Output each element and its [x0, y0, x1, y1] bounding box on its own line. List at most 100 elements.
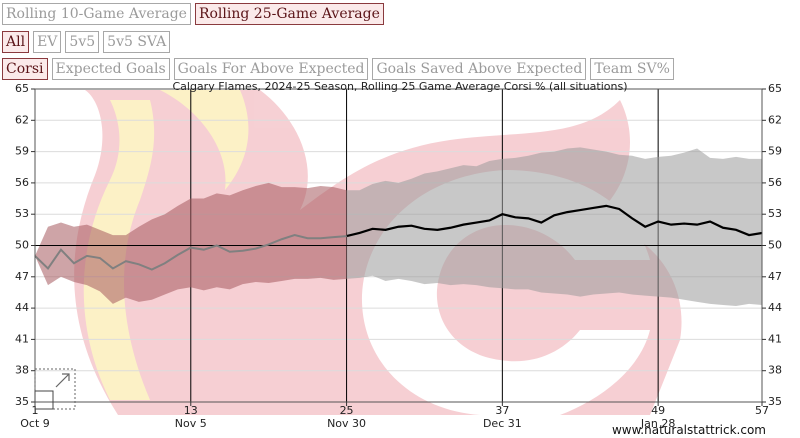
site-credit[interactable]: www.naturalstattrick.com: [611, 423, 766, 437]
data-point: [268, 243, 270, 246]
metric-selector: Corsi Expected Goals Goals For Above Exp…: [2, 58, 674, 80]
y-tick-label-right: 50: [768, 239, 782, 252]
metric-corsi-button[interactable]: Corsi: [2, 58, 48, 80]
x-tick-date-label: Oct 9: [20, 417, 50, 430]
y-tick-label-right: 41: [768, 332, 782, 345]
data-point: [566, 211, 568, 213]
data-point: [384, 229, 387, 231]
y-tick-label-left: 47: [15, 270, 29, 283]
x-tick-label: 37: [495, 404, 509, 417]
data-point: [449, 227, 452, 229]
data-point: [86, 255, 88, 257]
data-point: [592, 207, 594, 209]
strength-ev-button[interactable]: EV: [33, 31, 62, 53]
data-point: [436, 229, 439, 231]
data-point: [527, 217, 529, 219]
data-point: [164, 262, 166, 264]
data-point: [605, 205, 607, 207]
y-tick-label-right: 56: [768, 176, 782, 189]
y-tick-label-right: 35: [768, 395, 782, 408]
data-point: [579, 209, 581, 211]
y-tick-label-left: 62: [15, 113, 29, 126]
data-point: [203, 249, 205, 251]
data-point: [501, 213, 503, 215]
data-point: [60, 249, 62, 251]
data-point: [488, 219, 490, 222]
data-point: [462, 224, 465, 226]
strength-5v5-sva-button[interactable]: 5v5 SVA: [103, 31, 171, 53]
y-tick-label-left: 35: [15, 395, 29, 408]
data-point: [475, 221, 477, 224]
confidence-band-early: [35, 182, 347, 304]
data-point: [410, 225, 413, 227]
data-point: [670, 224, 672, 226]
chart-container: 35 35 38 38 41 41 44 44 47 47 50 50 53 53 56 56 59 59 62 62…: [0, 80, 800, 438]
x-tick-label: 49: [651, 404, 665, 417]
y-tick-label-right: 65: [768, 82, 782, 95]
data-point: [553, 214, 555, 216]
data-point: [242, 250, 244, 252]
data-point: [99, 257, 101, 259]
y-tick-label-right: 38: [768, 364, 782, 377]
data-point: [358, 232, 361, 234]
x-tick-label: 1: [32, 404, 39, 417]
metric-gsax-button[interactable]: Goals Saved Above Expected: [372, 58, 587, 80]
y-tick-label-right: 53: [768, 207, 782, 220]
data-point: [696, 224, 698, 226]
y-tick-label-left: 41: [15, 332, 29, 345]
x-tick-label: 25: [340, 404, 354, 417]
confidence-band-main: [346, 147, 762, 307]
rolling-10-game-button[interactable]: Rolling 10-Game Average: [2, 3, 191, 25]
data-point: [255, 248, 257, 250]
data-point: [216, 244, 218, 247]
y-tick-label-left: 53: [15, 207, 29, 220]
x-tick-label: 13: [184, 404, 198, 417]
data-point: [371, 228, 374, 230]
y-tick-label-left: 56: [15, 176, 29, 189]
data-point: [540, 221, 542, 224]
data-point: [618, 208, 620, 210]
data-point: [735, 229, 737, 231]
data-point: [397, 226, 400, 228]
y-tick-label-left: 50: [15, 239, 29, 252]
data-point: [320, 237, 322, 239]
data-point: [423, 228, 426, 230]
data-point: [709, 220, 711, 223]
data-point: [657, 220, 659, 223]
y-tick-label-right: 62: [768, 113, 782, 126]
data-point: [748, 234, 750, 236]
x-tick-date-label: Dec 31: [483, 417, 522, 430]
data-point: [281, 238, 283, 240]
data-point: [73, 262, 75, 264]
y-tick-label-left: 59: [15, 145, 29, 158]
strength-5v5-button[interactable]: 5v5: [65, 31, 100, 53]
strength-all-button[interactable]: All: [2, 31, 30, 53]
data-point: [138, 263, 140, 265]
zoom-reset-icon[interactable]: [34, 368, 76, 410]
y-tick-label-right: 44: [768, 301, 782, 314]
data-point: [631, 217, 633, 219]
x-tick-date-label: Jan 28: [640, 417, 675, 430]
y-tick-label-left: 65: [15, 82, 29, 95]
y-tick-label-right: 47: [768, 270, 782, 283]
axes-layer: 35 35 38 38 41 41 44 44 47 47 50 50 53 53 56 56 59 59 62 62…: [15, 82, 782, 430]
data-point: [294, 234, 296, 236]
rolling-25-game-button[interactable]: Rolling 25-Game Average: [194, 3, 384, 25]
y-tick-label-left: 44: [15, 301, 29, 314]
data-point: [112, 267, 114, 270]
data-point: [177, 254, 179, 256]
x-tick-label: 57: [755, 404, 769, 417]
data-point: [229, 251, 231, 253]
x-tick-date-label: Nov 5: [175, 417, 207, 430]
data-point: [514, 216, 516, 218]
metric-team-sv-button[interactable]: Team SV%: [590, 58, 674, 80]
data-point: [644, 226, 646, 228]
data-point: [47, 267, 49, 270]
metric-expected-goals-button[interactable]: Expected Goals: [51, 58, 170, 80]
metric-gfax-button[interactable]: Goals For Above Expected: [173, 58, 369, 80]
data-point: [332, 236, 335, 238]
data-point: [125, 260, 127, 262]
data-point: [722, 227, 724, 229]
data-point: [151, 268, 153, 271]
rolling-window-selector: Rolling 10-Game Average Rolling 25-Game …: [2, 3, 384, 25]
